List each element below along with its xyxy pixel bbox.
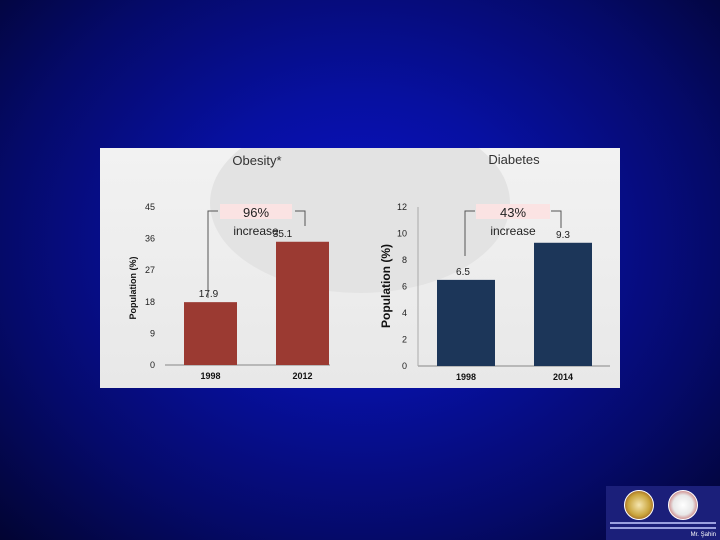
chart2-bracket-left (464, 210, 475, 256)
y-tick-label: 18 (145, 297, 155, 307)
category-label: 2012 (292, 371, 312, 381)
y-tick-label: 2 (402, 335, 407, 345)
logo-text-line (610, 522, 716, 524)
chart1-increase-percent: 96% (243, 205, 269, 220)
y-tick-label: 10 (397, 229, 407, 239)
logo-text-line (610, 527, 716, 529)
category-label: 1998 (456, 372, 476, 382)
logo-caption: Mr. Şahin (690, 532, 716, 538)
chart2-categories: 1998 2014 (456, 372, 573, 382)
chart2-annotation-highlight (476, 204, 550, 219)
y-tick-label: 36 (145, 234, 155, 244)
chart1-title: Obesity* (232, 153, 281, 168)
chart2-y-axis-label: Population (%) (379, 244, 393, 328)
bar (184, 302, 237, 365)
chart1-bars (184, 241, 329, 365)
institution-logo-box: Mr. Şahin (606, 486, 720, 540)
category-label: 1998 (200, 371, 220, 381)
y-tick-label: 9 (150, 328, 155, 338)
chart2-increase-word: increase (490, 224, 536, 238)
university-seal-icon (624, 490, 654, 520)
chart1-bracket-left (207, 210, 218, 298)
chart1-annotation-highlight (220, 204, 292, 219)
chart2-title: Diabetes (488, 152, 540, 167)
chart1-y-axis-label: Population (%) (128, 257, 138, 320)
y-tick-label: 0 (402, 361, 407, 371)
data-label: 17.9 (199, 289, 219, 300)
data-label: 35.1 (273, 229, 293, 240)
data-label: 6.5 (456, 267, 470, 278)
charts-svg: Obesity* Population (%) 45 36 27 18 9 0 1998 2… (128, 148, 610, 382)
bar (437, 279, 495, 366)
bar (276, 241, 329, 365)
y-tick-label: 0 (150, 360, 155, 370)
y-tick-label: 27 (145, 265, 155, 275)
chart1-categories: 1998 2012 (200, 371, 312, 381)
y-tick-label: 8 (402, 255, 407, 265)
bar (534, 242, 592, 366)
category-label: 2014 (553, 372, 573, 382)
chart2-increase-percent: 43% (500, 205, 526, 220)
data-label: 9.3 (556, 230, 570, 241)
y-tick-label: 45 (145, 202, 155, 212)
y-tick-label: 12 (397, 202, 407, 212)
chart-panel: Obesity* Population (%) 45 36 27 18 9 0 1998 2… (100, 148, 620, 388)
y-tick-label: 4 (402, 308, 407, 318)
y-tick-label: 6 (402, 282, 407, 292)
chart1-data-labels: 17.9 35.1 (199, 229, 293, 300)
chart1-y-ticks: 45 36 27 18 9 0 (145, 202, 155, 370)
chart1-increase-word: increase (233, 224, 279, 238)
chart2-bars (437, 242, 592, 366)
chart2-bracket-right (551, 210, 562, 228)
chart2-data-labels: 6.5 9.3 (456, 230, 570, 278)
chart2-y-ticks: 12 10 8 6 4 2 0 (397, 202, 407, 371)
chart1-bracket-right (295, 210, 306, 226)
faculty-seal-icon (668, 490, 698, 520)
